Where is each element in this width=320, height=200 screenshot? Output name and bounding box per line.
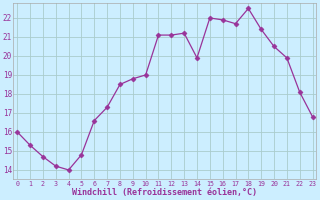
X-axis label: Windchill (Refroidissement éolien,°C): Windchill (Refroidissement éolien,°C) bbox=[72, 188, 257, 197]
